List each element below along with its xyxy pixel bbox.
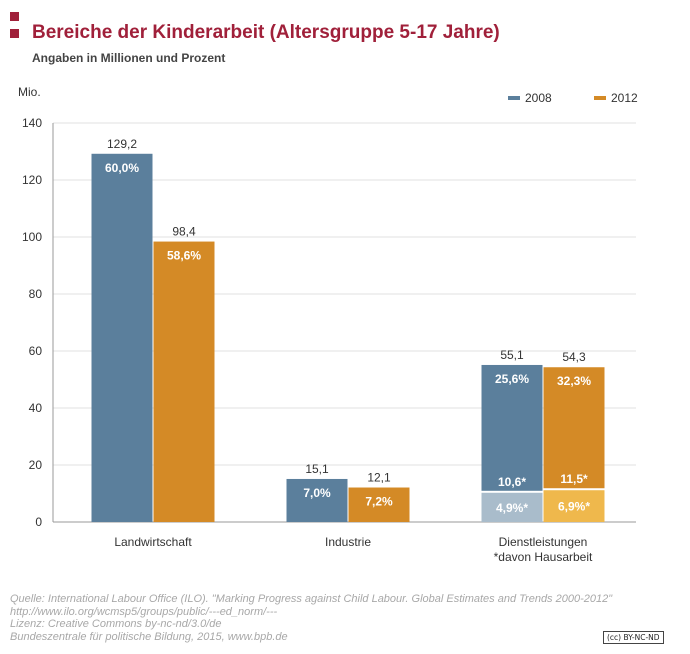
bar-sub-2008-2 [481,492,543,522]
value-label: 98,4 [172,225,196,239]
y-tick-label: 80 [29,287,43,301]
sub-value-label: 10,6* [498,475,526,489]
source-line-3: Lizenz: Creative Commons by-nc-nd/3.0/de [10,618,222,631]
title-marks [10,12,20,46]
percent-label: 25,6% [495,372,529,386]
legend-label-2012: 2012 [611,91,638,105]
y-tick-label: 40 [29,401,43,415]
title-mark-2 [10,29,19,38]
percent-label: 58,6% [167,249,201,263]
source-line-4: Bundeszentrale für politische Bildung, 2… [10,630,288,643]
legend-swatch-2012 [594,96,606,100]
value-label: 55,1 [500,348,524,362]
legend-swatch-2008 [508,96,520,100]
source-line-1: Quelle: International Labour Office (ILO… [10,593,613,605]
title-mark-1 [10,12,19,21]
x-category-sublabel: *davon Hausarbeit [494,550,593,564]
value-label: 54,3 [562,350,586,364]
source-block: Quelle: International Labour Office (ILO… [10,593,612,643]
bar-2012-1 [348,487,410,522]
y-tick-label: 120 [22,173,42,187]
value-label: 15,1 [305,462,329,476]
bar-2008-2 [481,364,543,491]
bar-2008-0 [91,153,153,522]
value-label: 129,2 [107,137,137,151]
percent-label: 60,0% [105,161,139,175]
chart-subtitle: Angaben in Millionen und Prozent [32,51,226,65]
x-category-label: Industrie [325,535,371,549]
chart-title: Bereiche der Kinderarbeit (Altersgruppe … [32,22,500,43]
percent-label: 32,3% [557,374,591,388]
y-tick-label: 100 [22,230,42,244]
bar-sub-2012-2 [543,490,605,522]
cc-license-badge: (cc) BY-NC-ND [603,631,664,644]
y-tick-label: 20 [29,458,43,472]
sub-percent-label: 6,9%* [558,500,590,514]
y-tick-label: 60 [29,344,43,358]
legend-label-2008: 2008 [525,91,552,105]
y-axis-label: Mio. [18,85,41,99]
sub-percent-label: 4,9%* [496,501,528,515]
bar-2008-1 [286,478,348,522]
y-tick-label: 140 [22,116,42,130]
percent-label: 7,0% [303,486,331,500]
value-label: 12,1 [367,471,391,485]
bar-2012-2 [543,367,605,489]
bar-chart: Mio. 0 20 40 60 80 100 120 140 2008 2012 129,2 60,0%… [18,85,638,564]
sub-value-label: 11,5* [560,472,588,486]
y-tick-label: 0 [35,515,42,529]
x-category-label: Landwirtschaft [114,535,192,549]
bar-2012-0 [153,241,215,522]
x-category-label: Dienstleistungen [499,535,588,549]
percent-label: 7,2% [365,495,393,509]
source-line-2: http://www.ilo.org/wcmsp5/groups/public/… [10,605,278,618]
